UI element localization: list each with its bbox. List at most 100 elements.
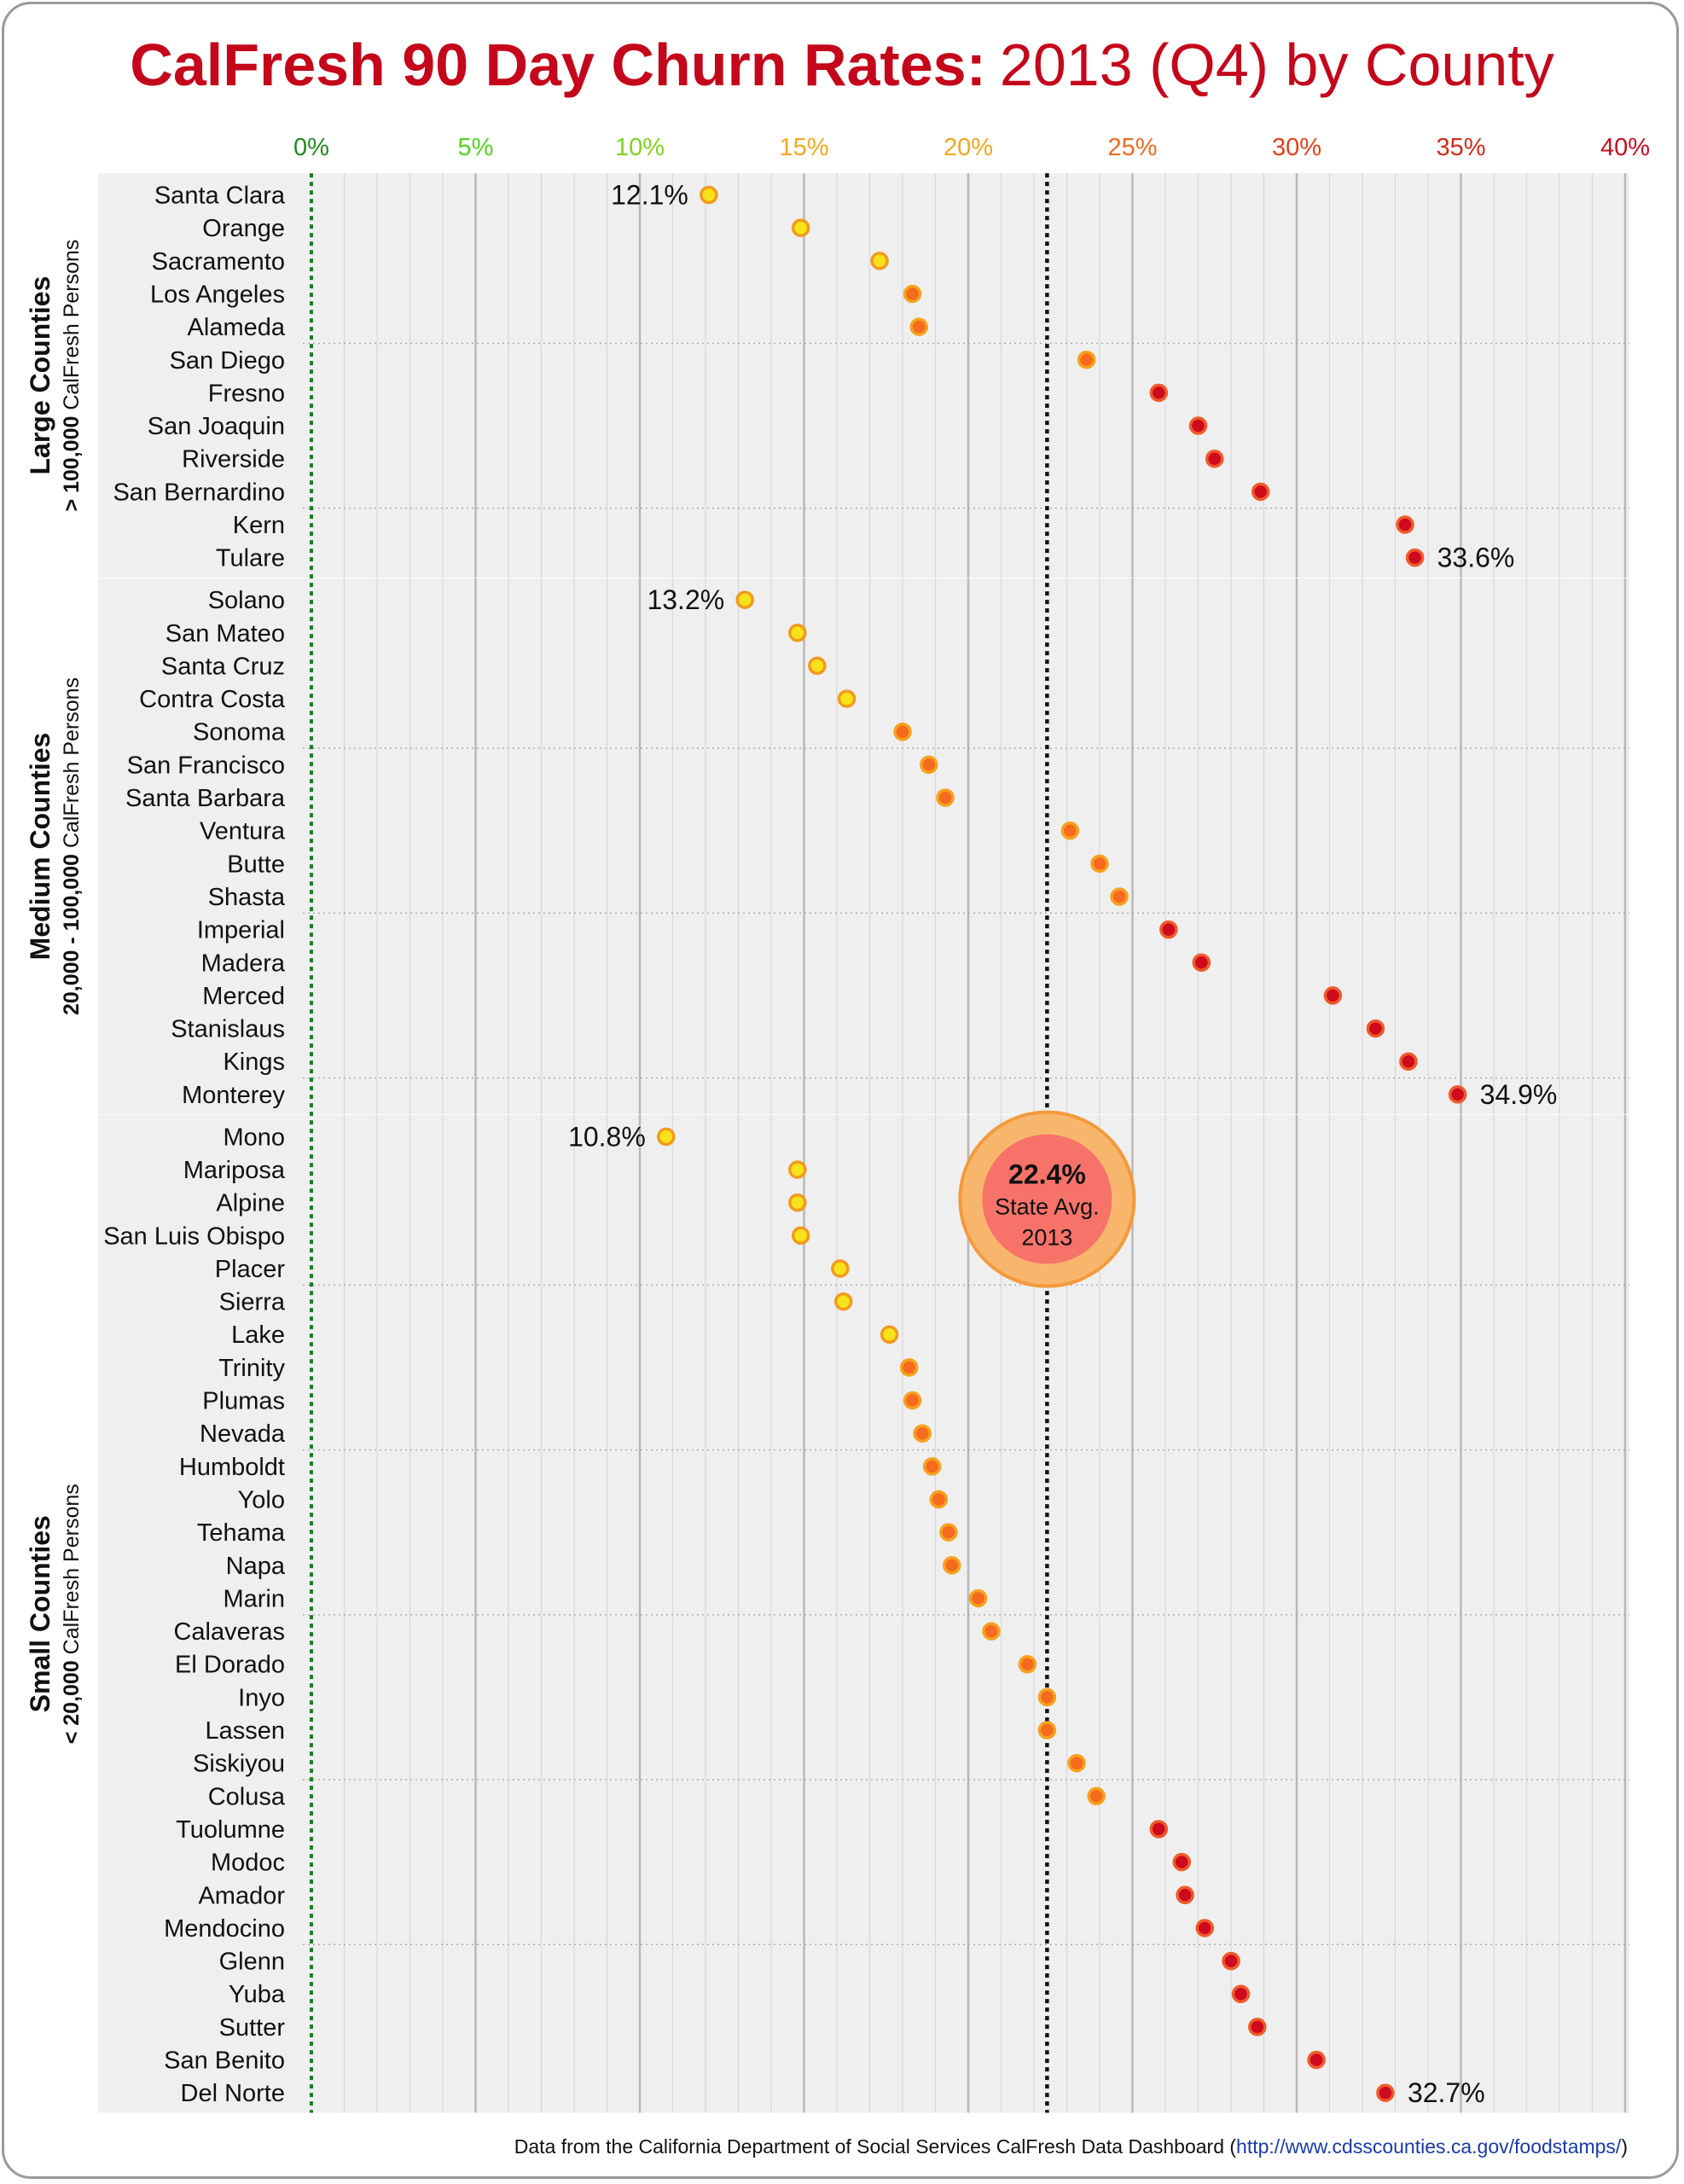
data-point xyxy=(1188,416,1208,435)
county-label: Marin xyxy=(223,1585,285,1612)
county-label: San Joaquin xyxy=(148,413,285,440)
data-label: 10.8% xyxy=(568,1121,646,1152)
county-label: San Mateo xyxy=(165,620,285,648)
data-point xyxy=(1251,482,1270,502)
chart-title: CalFresh 90 Day Churn Rates: 2013 (Q4) by… xyxy=(0,31,1684,99)
panel-background-1 xyxy=(98,173,1629,578)
data-point xyxy=(880,1325,899,1344)
county-label: Mendocino xyxy=(164,1915,285,1943)
county-label: Mariposa xyxy=(183,1157,286,1184)
x-tick-label: 25% xyxy=(1107,134,1157,161)
data-point xyxy=(1192,953,1211,973)
county-label: Tuolumne xyxy=(176,1816,285,1844)
county-label: Fresno xyxy=(208,380,285,407)
county-label: El Dorado xyxy=(175,1652,285,1679)
gridlines xyxy=(303,173,1629,2113)
data-point xyxy=(1323,986,1343,1005)
data-point xyxy=(833,1292,853,1311)
data-point xyxy=(1159,920,1178,939)
data-point xyxy=(788,1160,807,1179)
group-subtitle-threshold: > 100,000 xyxy=(60,410,84,512)
x-tick-label: 10% xyxy=(615,134,665,161)
data-point xyxy=(791,218,810,237)
group-subtitle-unit: CalFresh Persons xyxy=(60,1484,84,1654)
panel-background-3 xyxy=(98,1115,1629,2113)
county-label: San Bernardino xyxy=(113,479,285,506)
county-label: Yolo xyxy=(238,1486,285,1513)
data-point xyxy=(1195,1919,1214,1937)
county-label: Sacramento xyxy=(152,248,285,276)
data-point xyxy=(903,284,922,304)
data-point xyxy=(1149,383,1169,403)
data-point xyxy=(909,317,928,336)
county-label: Placer xyxy=(215,1256,286,1283)
county-label: San Benito xyxy=(164,2048,285,2075)
county-label: Nevada xyxy=(200,1420,286,1448)
county-label: San Francisco xyxy=(127,752,285,779)
data-point xyxy=(1366,1019,1385,1038)
county-group-2: Solano 13.2% San Mateo Santa Cruz Contra Cos… xyxy=(125,584,1557,1110)
county-label: Imperial xyxy=(197,917,285,944)
county-label: Glenn xyxy=(219,1949,285,1976)
county-label: Plumas xyxy=(202,1388,285,1415)
county-label: Trinity xyxy=(218,1355,285,1382)
data-point xyxy=(700,185,718,205)
data-point xyxy=(1205,449,1224,468)
data-point xyxy=(1231,1984,1251,2003)
county-label: Sonoma xyxy=(193,719,286,746)
county-label: Merced xyxy=(202,983,285,1010)
county-label: Amador xyxy=(198,1882,285,1909)
data-point xyxy=(831,1259,850,1278)
county-label: Stanislaus xyxy=(171,1016,285,1043)
data-point xyxy=(1307,2050,1326,2070)
state-average-badge: 22.4% State Avg. 2013 xyxy=(958,1110,1136,1288)
county-label: Ventura xyxy=(200,818,286,845)
county-label: Sutter xyxy=(219,2014,286,2042)
x-tick-label: 40% xyxy=(1600,134,1650,161)
county-label: Los Angeles xyxy=(150,281,285,308)
county-label: Alpine xyxy=(216,1190,285,1217)
state-average-caption: State Avg. xyxy=(995,1194,1100,1220)
data-point xyxy=(1172,1852,1191,1872)
data-point xyxy=(936,788,955,807)
data-point xyxy=(893,722,912,741)
data-point xyxy=(1110,887,1129,906)
source-note: Data from the California Department of S… xyxy=(514,2135,1628,2158)
group-title-2: Medium Counties 20,000 - 100,000 CalFresh… xyxy=(25,677,84,1015)
badge-inner-circle xyxy=(982,1134,1112,1264)
data-point xyxy=(929,1490,949,1509)
source-text: Data from the California Department of S… xyxy=(514,2135,1224,2158)
data-point xyxy=(913,1424,932,1443)
group-name: Medium Counties xyxy=(25,733,55,961)
data-point xyxy=(1376,2083,1395,2102)
county-label: Kings xyxy=(223,1048,285,1076)
x-tick-label: 15% xyxy=(779,134,828,161)
county-label: Modoc xyxy=(211,1850,285,1877)
x-tick-label: 0% xyxy=(293,134,329,161)
data-point xyxy=(939,1523,958,1542)
county-label: Lassen xyxy=(205,1717,285,1745)
group-name: Large Counties xyxy=(25,276,55,475)
data-label: 33.6% xyxy=(1437,543,1515,573)
group-subtitle-threshold: < 20,000 xyxy=(60,1654,84,1744)
data-point xyxy=(899,1358,919,1377)
data-point xyxy=(968,1589,988,1608)
county-label: Colusa xyxy=(208,1783,286,1810)
x-tick-label: 30% xyxy=(1272,134,1321,161)
data-point xyxy=(1222,1951,1240,1971)
data-point xyxy=(735,590,754,609)
data-label: 32.7% xyxy=(1408,2077,1485,2108)
source-link[interactable]: http://www.cdsscounties.ca.gov/foodstamp… xyxy=(1236,2135,1622,2158)
x-tick-label: 20% xyxy=(944,134,993,161)
state-average-value: 22.4% xyxy=(1008,1159,1086,1190)
data-point xyxy=(791,1226,810,1246)
x-tick-label: 35% xyxy=(1436,134,1485,161)
county-label: Madera xyxy=(201,950,286,977)
group-subtitle: < 20,000 CalFresh Persons xyxy=(60,1484,84,1744)
data-point xyxy=(982,1622,1001,1641)
county-label: Sierra xyxy=(219,1289,286,1316)
county-label: Napa xyxy=(226,1553,286,1580)
county-label: Yuba xyxy=(229,1981,286,2008)
county-label: Santa Clara xyxy=(154,183,286,210)
